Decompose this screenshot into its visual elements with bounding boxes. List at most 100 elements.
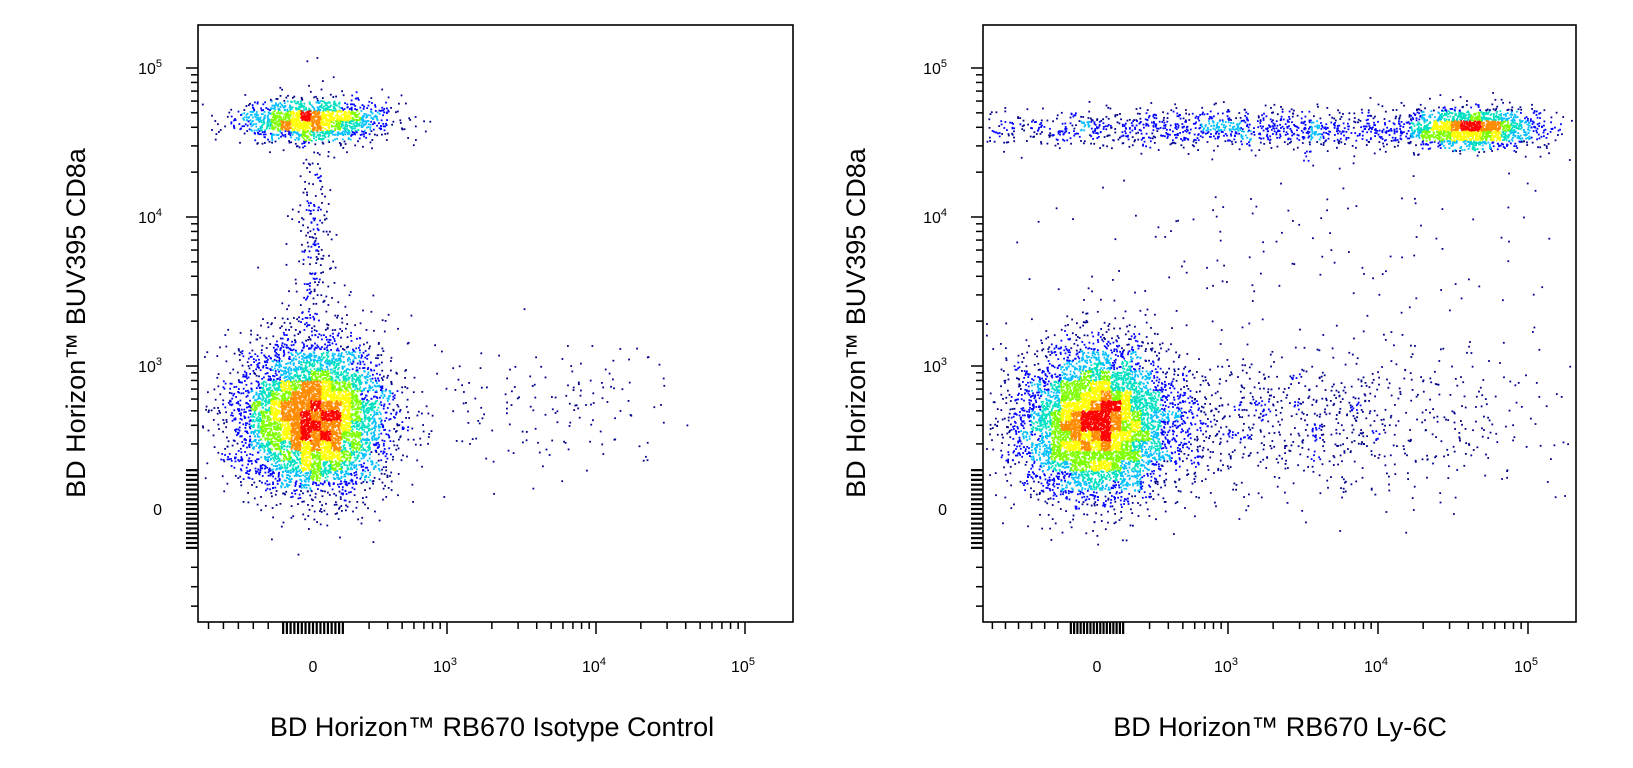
data-point bbox=[307, 419, 310, 422]
data-point bbox=[261, 414, 264, 416]
data-point bbox=[342, 445, 345, 447]
data-point bbox=[376, 437, 378, 440]
data-point bbox=[340, 456, 342, 459]
data-point bbox=[356, 446, 359, 449]
data-point bbox=[281, 407, 284, 410]
data-point bbox=[334, 367, 337, 370]
data-point bbox=[299, 475, 302, 477]
data-point bbox=[292, 343, 295, 346]
data-point bbox=[250, 355, 253, 358]
data-point bbox=[271, 411, 273, 414]
data-point bbox=[231, 412, 233, 414]
data-point bbox=[279, 449, 282, 452]
data-point bbox=[257, 405, 260, 408]
data-point bbox=[328, 418, 331, 420]
data-point bbox=[329, 441, 331, 443]
data-point bbox=[287, 411, 290, 414]
data-point bbox=[296, 461, 299, 464]
data-point bbox=[258, 480, 261, 482]
data-point bbox=[272, 398, 275, 401]
data-point bbox=[300, 464, 303, 467]
data-point bbox=[270, 419, 272, 422]
data-point bbox=[305, 419, 308, 422]
data-point bbox=[279, 417, 281, 419]
data-point bbox=[270, 398, 273, 401]
data-point bbox=[342, 376, 345, 379]
data-point bbox=[401, 391, 404, 394]
data-point bbox=[292, 419, 295, 421]
data-point bbox=[239, 381, 242, 384]
data-point bbox=[274, 465, 277, 467]
data-point bbox=[364, 356, 367, 359]
data-point bbox=[368, 428, 370, 431]
data-point bbox=[357, 398, 359, 401]
data-point bbox=[268, 419, 270, 421]
data-point bbox=[298, 430, 301, 432]
data-point bbox=[404, 386, 407, 388]
data-point bbox=[279, 385, 281, 388]
data-point bbox=[342, 493, 344, 496]
data-point bbox=[325, 432, 328, 435]
data-point bbox=[292, 357, 295, 360]
data-point bbox=[301, 358, 304, 360]
data-point bbox=[260, 426, 263, 429]
data-point bbox=[286, 339, 289, 342]
data-point bbox=[303, 343, 305, 346]
data-point bbox=[307, 472, 310, 474]
data-point bbox=[265, 430, 267, 432]
data-point bbox=[337, 407, 339, 409]
data-point bbox=[352, 354, 355, 356]
data-point bbox=[396, 390, 399, 392]
data-point bbox=[224, 406, 227, 409]
data-point bbox=[302, 474, 305, 477]
data-point bbox=[289, 399, 292, 402]
data-point bbox=[234, 475, 237, 477]
data-point bbox=[298, 444, 301, 446]
data-point bbox=[258, 431, 260, 434]
data-point bbox=[314, 346, 317, 349]
data-point bbox=[309, 363, 311, 366]
data-point bbox=[272, 392, 274, 395]
data-point bbox=[336, 362, 339, 365]
data-point bbox=[373, 418, 375, 421]
data-point bbox=[312, 473, 314, 475]
data-point bbox=[292, 393, 295, 396]
data-point bbox=[330, 412, 333, 415]
data-point bbox=[344, 432, 346, 435]
data-point bbox=[379, 373, 381, 376]
data-point bbox=[348, 368, 351, 371]
data-point bbox=[281, 388, 283, 391]
data-point bbox=[367, 367, 370, 369]
data-point bbox=[356, 444, 359, 447]
data-point bbox=[285, 376, 288, 379]
data-point bbox=[333, 478, 336, 480]
data-point bbox=[317, 463, 319, 465]
data-point bbox=[308, 355, 311, 358]
data-point bbox=[297, 333, 300, 335]
data-point bbox=[323, 456, 325, 459]
data-point bbox=[322, 470, 325, 472]
data-point bbox=[341, 402, 344, 404]
data-point bbox=[270, 492, 273, 494]
data-point bbox=[326, 413, 329, 416]
data-point bbox=[258, 429, 261, 432]
data-point bbox=[310, 419, 313, 422]
data-point bbox=[288, 377, 291, 380]
data-point bbox=[307, 466, 309, 469]
data-point bbox=[350, 430, 353, 432]
data-point bbox=[293, 412, 295, 415]
data-point bbox=[260, 467, 262, 470]
data-point bbox=[379, 413, 382, 415]
data-point bbox=[269, 473, 272, 475]
data-point bbox=[292, 348, 295, 351]
data-point bbox=[335, 425, 338, 427]
data-point bbox=[247, 403, 250, 405]
data-point bbox=[279, 369, 282, 372]
data-point bbox=[235, 428, 238, 431]
data-point bbox=[293, 383, 295, 386]
data-point bbox=[358, 382, 361, 384]
data-point bbox=[292, 397, 295, 399]
data-point bbox=[251, 409, 254, 411]
data-point bbox=[282, 492, 284, 495]
data-point bbox=[397, 447, 400, 450]
